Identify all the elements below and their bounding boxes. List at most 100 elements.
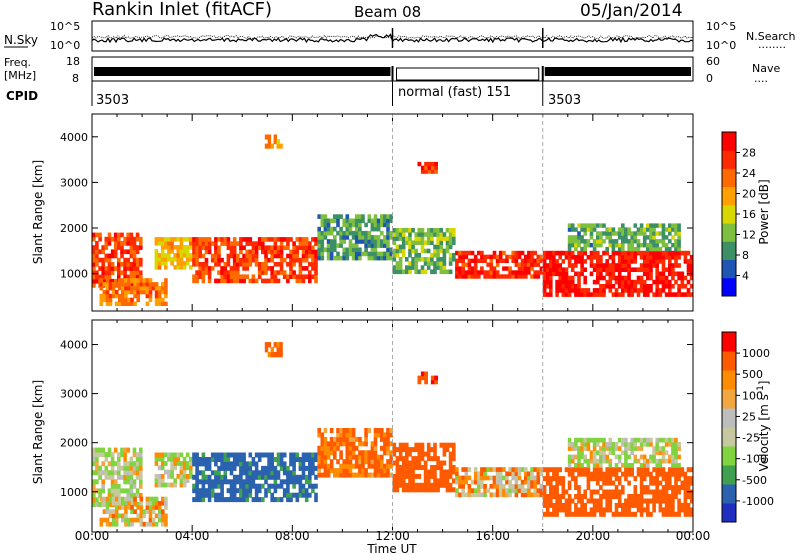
- power-cell-7: [614, 275, 619, 281]
- power-cell-3: [201, 278, 206, 284]
- power-cell-6: [489, 258, 494, 263]
- power-cell-0: [101, 262, 105, 267]
- vel-cell-0: [110, 474, 115, 480]
- vel-cell-7: [649, 498, 653, 504]
- vel-cell-7: [689, 480, 694, 486]
- power-cell-3: [239, 237, 243, 242]
- power-cell-4: [376, 226, 381, 232]
- power-cell-4: [367, 218, 372, 224]
- power-cell-3: [314, 257, 318, 263]
- vel-cell-2: [157, 478, 162, 484]
- power-cell-2: [189, 237, 193, 242]
- power-cell-3: [270, 274, 274, 279]
- vel-cell-7: [627, 480, 631, 486]
- power-cell-3: [195, 249, 199, 255]
- vel-cell-6: [464, 471, 469, 477]
- power-cell-1: [154, 289, 159, 295]
- vel-cell-7: [605, 476, 609, 482]
- vel-cell-3: [304, 474, 309, 480]
- vel-cell-7: [552, 502, 556, 508]
- power-cell-1: [148, 297, 153, 303]
- vel-cell-3: [226, 465, 231, 471]
- power-cell-0: [95, 245, 99, 250]
- power-cell-6: [536, 274, 541, 279]
- vel-cell-4: [364, 472, 368, 478]
- power-cell-2: [185, 245, 190, 250]
- power-cell-4: [326, 239, 331, 244]
- vel-cell-7: [580, 494, 584, 499]
- vel-cell-0: [123, 479, 127, 485]
- power-cell-8: [642, 227, 647, 232]
- power-cell-8: [674, 227, 678, 232]
- vel-cell-7: [592, 511, 597, 517]
- vel-cell-7: [614, 471, 619, 477]
- power-cell-9: [430, 161, 435, 167]
- vel-cell-7: [549, 467, 553, 473]
- power-cell-1: [130, 297, 134, 303]
- vel-cell-7: [608, 471, 613, 477]
- vel-cell-2: [179, 482, 184, 488]
- power-cell-7: [567, 292, 572, 297]
- power-cell-8: [664, 246, 669, 252]
- vel-cell-4: [389, 454, 393, 460]
- vel-cell-3: [217, 479, 221, 485]
- power-cell-0: [132, 245, 137, 250]
- vel-cell-7: [555, 471, 559, 477]
- vel-cell-1: [105, 505, 110, 510]
- vel-cell-3: [201, 452, 206, 458]
- vel-cell-8: [617, 458, 622, 464]
- vel-cell-1: [127, 521, 131, 527]
- power-cell-2: [182, 249, 187, 254]
- power-cell-4: [361, 235, 365, 240]
- power-cell-4: [354, 230, 359, 236]
- vel-cell-7: [614, 507, 619, 513]
- vel-cell-1: [145, 500, 150, 506]
- power-cell-8: [652, 243, 656, 248]
- power-cell-4: [361, 230, 365, 236]
- power-cell-5: [411, 265, 415, 270]
- vel-cell-1: [139, 513, 144, 519]
- power-cell-0: [129, 274, 134, 280]
- vel-cell-7: [627, 471, 631, 477]
- vel-cell-7: [614, 489, 619, 495]
- power-cell-7: [642, 255, 647, 260]
- vel-cell-6: [473, 471, 478, 477]
- power-cell-7: [583, 292, 587, 297]
- power-cell-4: [333, 214, 337, 219]
- power-cell-1: [148, 278, 153, 283]
- vel-cell-5: [448, 451, 453, 457]
- power-cell-0: [92, 249, 96, 255]
- power-cell-1: [99, 278, 104, 283]
- vel-cell-1: [139, 505, 144, 510]
- power-cell-3: [248, 237, 253, 242]
- power-cell-6: [473, 274, 478, 279]
- vel-cell-6: [483, 492, 487, 498]
- power-cell-8: [652, 227, 656, 232]
- vel-cell-0: [126, 492, 130, 498]
- power-cell-3: [301, 266, 306, 271]
- vel-cell-8: [627, 442, 631, 447]
- vel-cell-8: [661, 437, 666, 443]
- power-cell-6: [492, 274, 497, 279]
- vel-cell-7: [599, 502, 603, 508]
- vel-cell-6: [477, 475, 481, 481]
- vel-cell-3: [226, 457, 231, 462]
- power-cell-8: [614, 231, 619, 236]
- vel-cell-6: [514, 471, 519, 477]
- power-cell-3: [289, 257, 293, 263]
- vel-cell-0: [98, 492, 102, 498]
- power-cell-3: [245, 274, 249, 279]
- power-cell-3: [311, 274, 315, 279]
- vel-cell-4: [373, 459, 378, 465]
- vel-cell-3: [267, 483, 271, 489]
- vel-cell-4: [351, 432, 356, 438]
- vel-cell-8: [668, 437, 672, 443]
- power-cell-0: [117, 274, 121, 280]
- vel-cell-3: [254, 474, 259, 480]
- vel-cell-2: [167, 456, 171, 462]
- power-cell-0: [101, 274, 105, 280]
- vel-cell-0: [98, 452, 102, 458]
- power-cell-7: [633, 288, 638, 293]
- vel-cell-3: [301, 470, 306, 476]
- power-cell-0: [92, 262, 96, 267]
